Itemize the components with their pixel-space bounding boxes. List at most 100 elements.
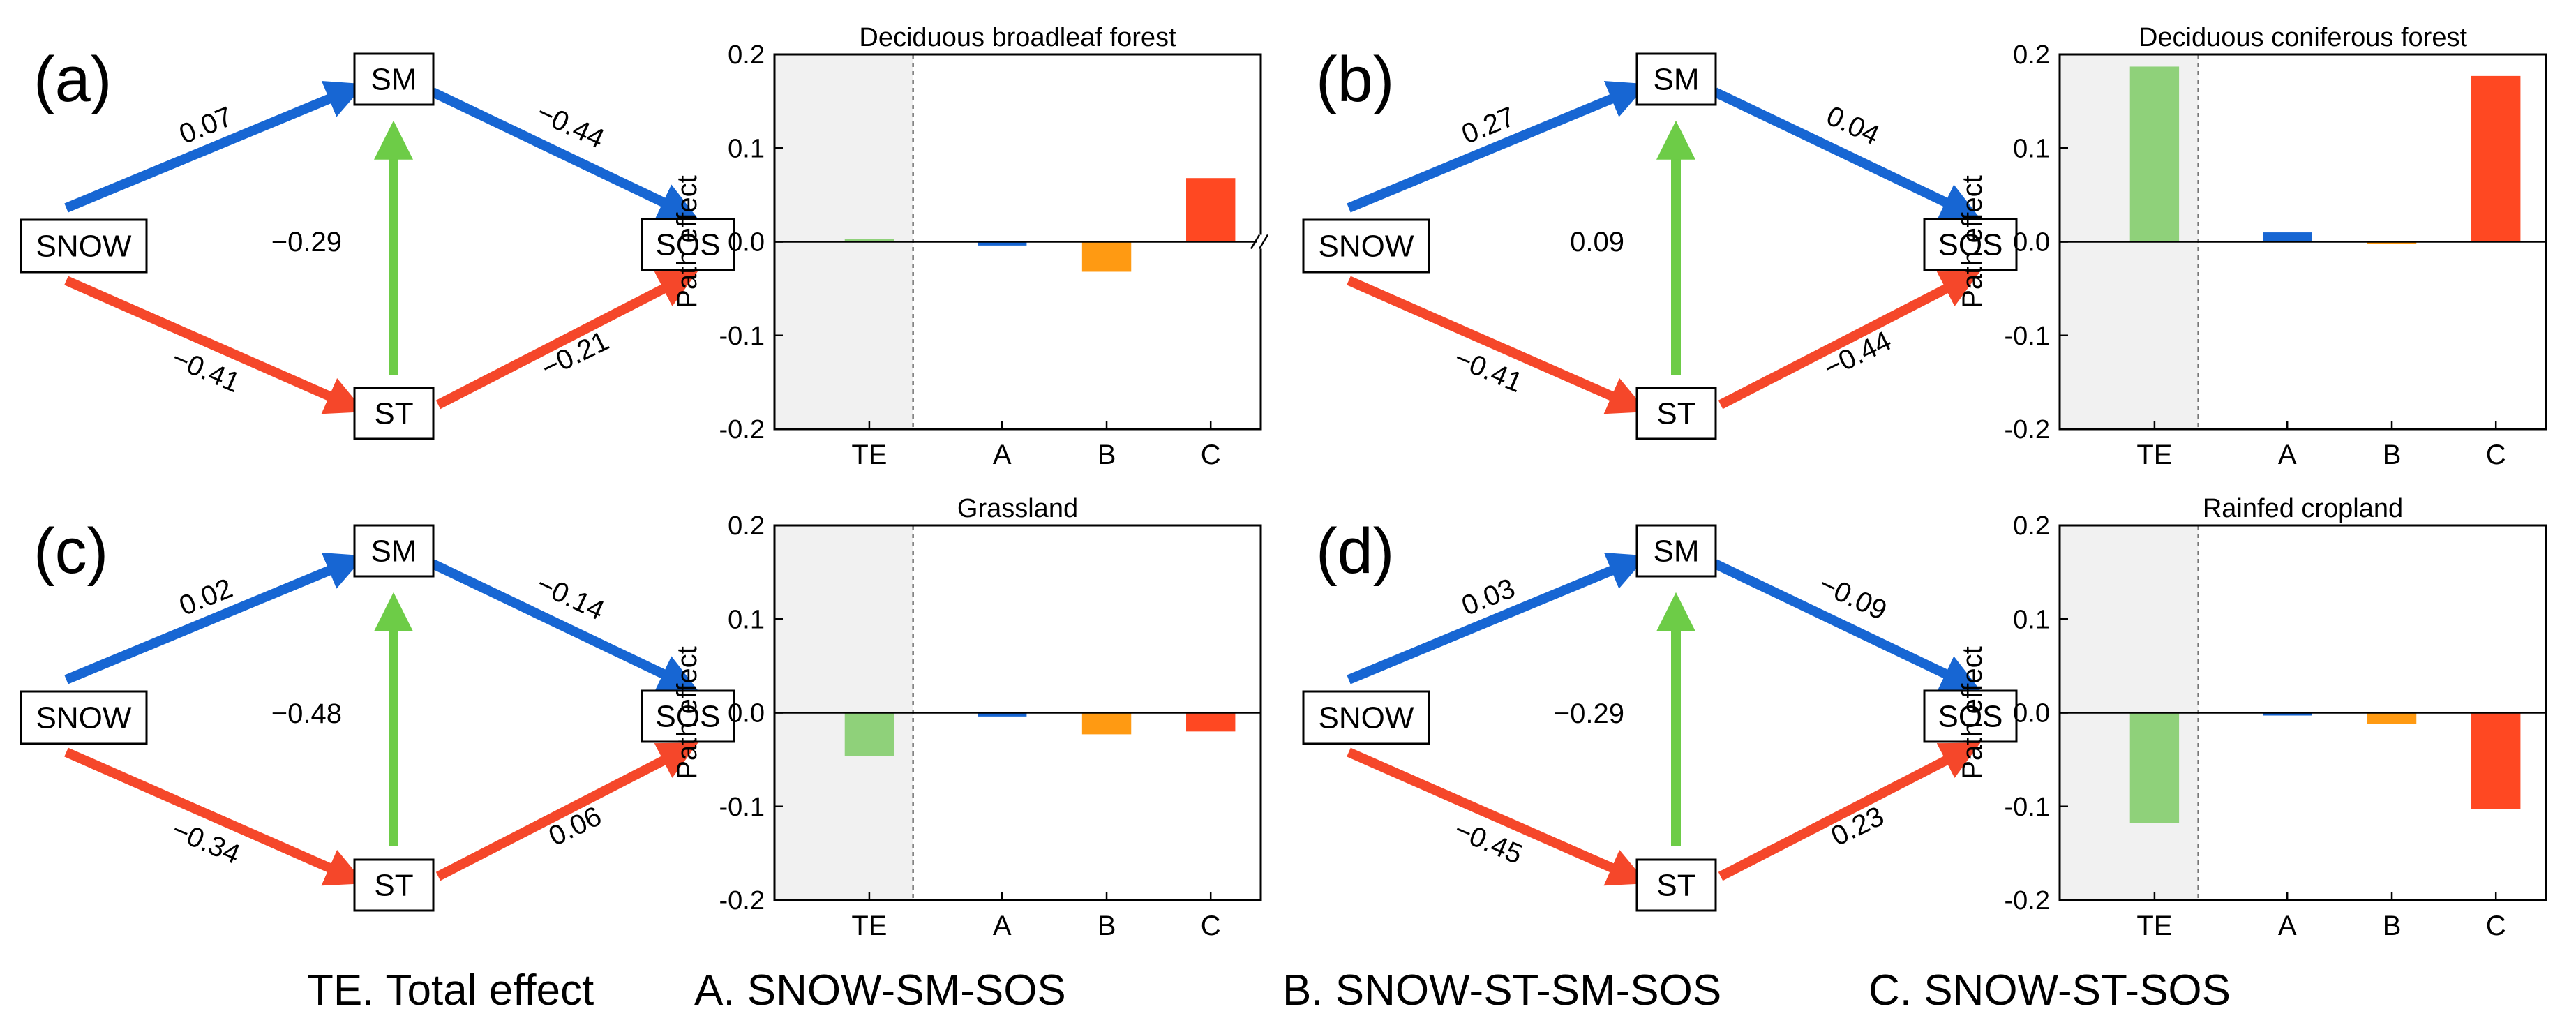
chart-title: Rainfed cropland	[2203, 494, 2403, 523]
bar-b	[2367, 241, 2417, 244]
bar-c	[1186, 178, 1236, 242]
x-tick-label: TE	[2136, 440, 2172, 470]
bar-a	[2262, 232, 2312, 242]
chart-title: Deciduous coniferous forest	[2139, 23, 2467, 52]
y-axis-label: Path effect	[1957, 175, 1988, 308]
y-tick-label: 0.1	[2013, 134, 2050, 163]
node-sos-label: SOS	[656, 700, 721, 734]
bar-c	[2471, 712, 2521, 809]
node-snow-label: SNOW	[1319, 230, 1414, 264]
x-tick-label: TE	[851, 911, 887, 941]
bar-a	[977, 241, 1027, 246]
legend-c: C. SNOW-ST-SOS	[1869, 966, 2231, 1015]
node-snow: SNOW	[20, 218, 148, 274]
panel-letter: (b)	[1316, 44, 1394, 115]
y-tick-label: -0.1	[2005, 793, 2050, 822]
x-tick-label: A	[993, 440, 1012, 470]
x-tick-label: C	[1201, 911, 1221, 941]
x-tick-label: B	[2383, 911, 2402, 941]
node-sm: SM	[1635, 52, 1717, 106]
y-tick-label: 0.2	[728, 40, 765, 70]
node-sm: SM	[1635, 524, 1717, 578]
arrow-sm-sos	[1712, 87, 1981, 220]
bar-a	[2262, 712, 2312, 716]
bar-chart-1: 0.2 0.1 0.0 -0.1 -0.2 TE A B C Deciduous conifero…	[1957, 23, 2547, 470]
x-tick-label: B	[1098, 440, 1116, 470]
x-tick-label: TE	[2136, 911, 2172, 941]
arrow-sm-sos	[430, 559, 698, 691]
arrow-st-sos	[1718, 271, 1981, 410]
bar-te	[2129, 712, 2180, 823]
coef-st-sm: −0.48	[271, 698, 342, 729]
y-tick-label: 0.2	[728, 511, 765, 541]
node-snow-label: SNOW	[36, 701, 132, 735]
chart-title: Grassland	[957, 494, 1078, 523]
x-tick-label: C	[2486, 911, 2506, 941]
arrow-snow-sm	[64, 80, 366, 213]
arrow-st-sos	[435, 271, 698, 410]
coef-st-sm: 0.09	[1570, 227, 1624, 257]
arrow-snow-st	[1347, 747, 1648, 886]
node-sos: SOS	[1923, 218, 2018, 271]
node-sm: SM	[353, 52, 435, 106]
x-tick-label: C	[2486, 440, 2506, 470]
y-tick-label: -0.2	[2005, 886, 2050, 915]
node-snow-label: SNOW	[36, 230, 132, 264]
bar-charts: 0.2 0.1 0.0 -0.1 -0.2 TE A B C Deciduous broadlea…	[672, 23, 2547, 941]
chart-title: Deciduous broadleaf forest	[859, 23, 1176, 52]
x-tick-label: TE	[851, 440, 887, 470]
bar-te	[844, 712, 894, 756]
node-sos-label: SOS	[1938, 700, 2003, 734]
legend-a: A. SNOW-SM-SOS	[694, 966, 1066, 1015]
arrow-st-sos	[1718, 742, 1981, 881]
node-st: ST	[353, 387, 435, 440]
bar-c	[2471, 75, 2521, 242]
node-sos-label: SOS	[656, 228, 721, 262]
x-tick-label: A	[2278, 440, 2297, 470]
bar-te	[844, 239, 894, 242]
node-st: ST	[1635, 858, 1717, 912]
x-tick-label: A	[2278, 911, 2297, 941]
node-snow: SNOW	[1302, 690, 1430, 745]
y-tick-label: 0.1	[2013, 605, 2050, 634]
bar-te	[2129, 66, 2180, 242]
node-snow: SNOW	[20, 690, 148, 745]
node-st-label: ST	[374, 397, 413, 431]
x-tick-label: B	[1098, 911, 1116, 941]
node-st: ST	[1635, 387, 1717, 440]
bar-chart-0: 0.2 0.1 0.0 -0.1 -0.2 TE A B C Deciduous broadlea…	[672, 23, 1269, 470]
y-tick-label: -0.1	[2005, 322, 2050, 351]
arrow-snow-st	[1347, 276, 1648, 414]
node-sm-label: SM	[371, 534, 417, 569]
arrow-snow-st	[64, 747, 366, 886]
bar-chart-2: 0.2 0.1 0.0 -0.1 -0.2 TE A B C Grassland Path effe…	[672, 494, 1262, 941]
y-tick-label: 0.0	[2013, 699, 2050, 728]
node-st-label: ST	[374, 869, 413, 903]
legend-b: B. SNOW-ST-SM-SOS	[1282, 966, 1721, 1015]
y-axis-label: Path effect	[672, 646, 703, 779]
y-tick-label: -0.1	[719, 793, 765, 822]
node-sos: SOS	[641, 689, 735, 743]
arrow-snow-st	[64, 276, 366, 414]
node-st-label: ST	[1656, 397, 1695, 431]
arrow-sm-sos	[1712, 559, 1981, 691]
y-tick-label: 0.0	[728, 228, 765, 257]
panel-letter: (a)	[33, 44, 112, 115]
bar-c	[1186, 712, 1236, 732]
bar-a	[977, 712, 1027, 717]
bar-chart-3: 0.2 0.1 0.0 -0.1 -0.2 TE A B C Rainfed cropland Pa…	[1957, 494, 2547, 941]
y-tick-label: -0.2	[719, 886, 765, 915]
y-tick-label: -0.2	[2005, 415, 2050, 444]
y-tick-label: 0.1	[728, 134, 765, 163]
node-sm-label: SM	[371, 63, 417, 97]
figure-legend: TE. Total effect A. SNOW-SM-SOS B. SNOW-…	[307, 966, 2231, 1015]
coef-st-sm: −0.29	[1554, 698, 1624, 729]
panel-letter: (d)	[1316, 516, 1394, 587]
y-tick-label: -0.2	[719, 415, 765, 444]
x-tick-label: B	[2383, 440, 2402, 470]
